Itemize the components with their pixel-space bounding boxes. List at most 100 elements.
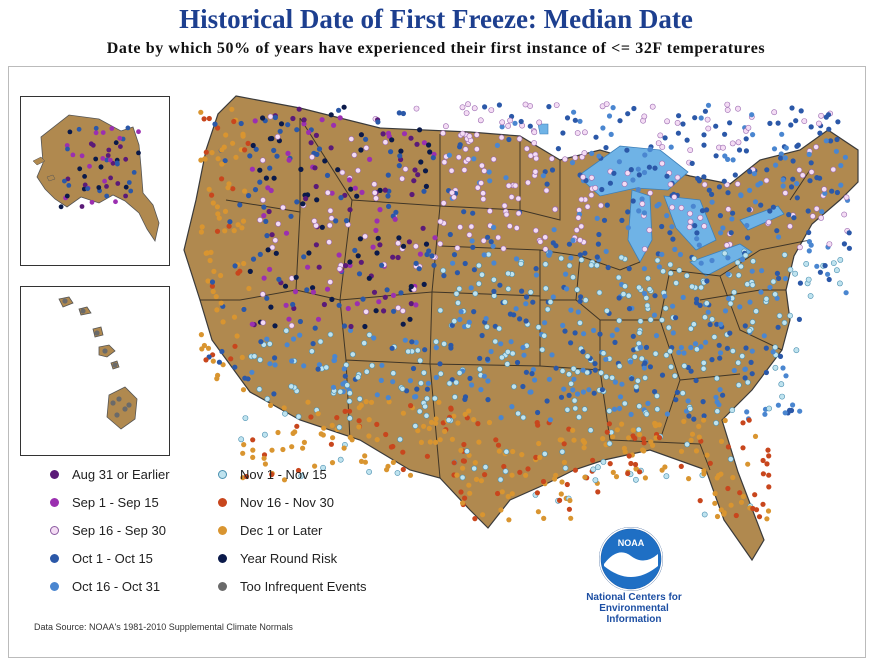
station-dot	[433, 338, 439, 345]
station-dot	[773, 162, 779, 168]
station-dot	[753, 308, 759, 315]
station-dot	[714, 399, 720, 405]
legend-label: Nov 1 - Nov 15	[240, 467, 327, 482]
station-dot	[637, 469, 643, 475]
station-dot	[760, 457, 766, 464]
station-dot	[346, 390, 353, 396]
station-dot	[466, 482, 472, 488]
station-dot	[413, 260, 419, 266]
station-dot	[115, 181, 121, 186]
station-dot	[775, 402, 782, 408]
station-dot	[437, 437, 443, 443]
station-dot	[740, 420, 746, 426]
station-dot	[355, 374, 361, 381]
station-dot	[386, 203, 392, 209]
station-dot	[245, 376, 251, 382]
station-dot	[730, 348, 736, 354]
station-dot	[240, 131, 246, 137]
station-dot	[799, 172, 806, 179]
station-dot	[787, 312, 793, 319]
station-dot	[301, 363, 307, 369]
station-dot	[701, 142, 707, 148]
station-dot	[374, 218, 380, 224]
station-dot	[382, 294, 388, 300]
station-dot	[230, 186, 236, 192]
station-dot	[716, 472, 722, 479]
station-dot	[709, 316, 715, 323]
station-dot	[694, 230, 700, 236]
station-dot	[748, 359, 754, 365]
station-dot	[305, 399, 311, 405]
station-dot	[772, 291, 778, 298]
station-dot	[630, 333, 636, 339]
station-dot	[616, 295, 622, 301]
station-dot	[742, 366, 749, 372]
station-dot	[343, 263, 349, 269]
station-dot	[231, 118, 237, 125]
legend-label: Sep 1 - Sep 15	[72, 495, 159, 510]
station-dot	[813, 205, 820, 212]
station-dot	[805, 276, 812, 283]
station-dot	[796, 316, 803, 322]
station-dot	[628, 167, 634, 173]
station-dot	[742, 323, 748, 329]
station-dot	[692, 115, 698, 121]
station-dot	[282, 410, 288, 417]
station-dot	[667, 270, 674, 277]
station-dot	[633, 466, 639, 472]
state-border-line	[599, 369, 611, 441]
station-dot	[451, 252, 458, 258]
station-dot	[525, 179, 531, 186]
station-dot	[749, 282, 756, 288]
station-dot	[772, 364, 779, 371]
station-dot	[288, 383, 295, 390]
station-dot	[577, 252, 583, 258]
station-dot	[390, 254, 396, 260]
station-dot	[706, 187, 712, 193]
station-dot	[301, 254, 307, 260]
station-dot	[816, 120, 822, 127]
station-dot	[570, 427, 576, 433]
station-dot	[588, 192, 595, 198]
station-dot	[598, 369, 604, 376]
station-dot	[481, 252, 487, 258]
station-dot	[437, 218, 444, 225]
station-dot	[790, 402, 796, 408]
station-dot	[250, 437, 256, 443]
station-dot	[385, 172, 391, 178]
station-dot	[712, 490, 718, 497]
station-dot	[760, 471, 767, 477]
station-dot	[421, 188, 427, 194]
station-dot	[659, 223, 665, 230]
station-dot	[330, 384, 337, 390]
station-dot	[750, 132, 756, 138]
station-dot	[278, 121, 285, 127]
station-dot	[596, 153, 602, 159]
station-dot	[234, 333, 240, 339]
station-dot	[621, 400, 628, 407]
station-dot	[746, 327, 753, 334]
station-dot	[369, 362, 375, 369]
station-dot	[670, 236, 676, 242]
station-dot	[793, 118, 799, 124]
station-dot	[805, 208, 811, 214]
station-dot	[598, 202, 604, 209]
station-dot	[659, 160, 665, 167]
station-dot	[678, 448, 685, 454]
station-dot	[729, 216, 735, 222]
station-dot	[424, 453, 430, 459]
station-dot	[371, 335, 377, 341]
station-dot	[375, 235, 381, 241]
station-dot	[457, 142, 463, 148]
station-dot	[115, 161, 120, 167]
station-dot	[527, 123, 533, 129]
station-dot	[720, 225, 726, 231]
station-dot	[331, 357, 338, 363]
station-dot	[711, 334, 718, 340]
station-dot	[716, 342, 722, 348]
station-dot	[714, 375, 720, 382]
station-dot	[646, 286, 653, 293]
station-dot	[702, 108, 709, 114]
state-border-line	[789, 169, 811, 201]
station-dot	[765, 219, 772, 226]
